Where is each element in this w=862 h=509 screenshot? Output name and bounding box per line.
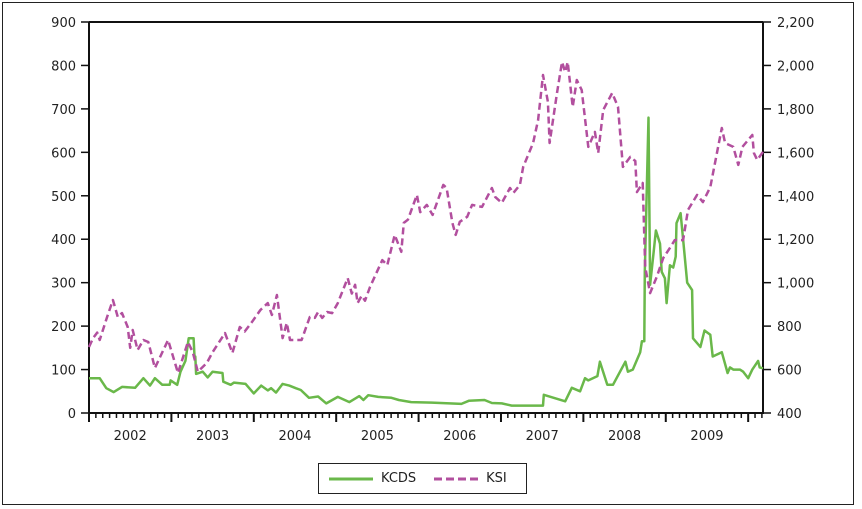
left-y-tick-label: 100 [51, 364, 76, 379]
right-y-tick-label: 2,000 [777, 59, 814, 74]
right-y-tick-label: 1,400 [777, 190, 814, 205]
x-tick-label: 2005 [361, 429, 394, 444]
x-tick-label: 2002 [114, 429, 147, 444]
x-tick-label: 2006 [443, 429, 476, 444]
x-tick-label: 2009 [690, 429, 723, 444]
legend-swatch-kcds [329, 477, 373, 480]
right-y-tick-label: 800 [777, 320, 802, 335]
chart-frame [2, 2, 854, 505]
right-y-tick-label: 1,800 [777, 103, 814, 118]
left-y-tick-label: 400 [51, 233, 76, 248]
left-y-tick-label: 200 [51, 320, 76, 335]
left-y-tick-label: 0 [68, 407, 76, 422]
right-y-tick-label: 2,200 [777, 16, 814, 31]
legend-label-kcds: KCDS [381, 471, 417, 486]
legend-item-ksi: KSI [434, 471, 507, 486]
legend: KCDS KSI [318, 463, 527, 494]
right-y-tick-label: 600 [777, 364, 802, 379]
left-y-tick-label: 800 [51, 59, 76, 74]
x-tick-label: 2003 [196, 429, 229, 444]
legend-label-ksi: KSI [486, 471, 507, 486]
right-y-tick-label: 400 [777, 407, 802, 422]
x-tick-label: 2007 [526, 429, 559, 444]
series-line-ksi [87, 60, 765, 375]
x-tick-label: 2004 [278, 429, 311, 444]
legend-swatch-ksi [434, 477, 479, 480]
left-y-tick-label: 600 [51, 146, 76, 161]
right-y-tick-label: 1,600 [777, 146, 814, 161]
left-y-tick-label: 500 [51, 190, 76, 205]
left-y-tick-label: 300 [51, 277, 76, 292]
left-y-tick-label: 700 [51, 103, 76, 118]
right-y-tick-label: 1,000 [777, 277, 814, 292]
right-y-tick-label: 1,200 [777, 233, 814, 248]
left-y-tick-label: 900 [51, 16, 76, 31]
legend-item-kcds: KCDS [329, 471, 416, 486]
x-tick-label: 2008 [608, 429, 641, 444]
